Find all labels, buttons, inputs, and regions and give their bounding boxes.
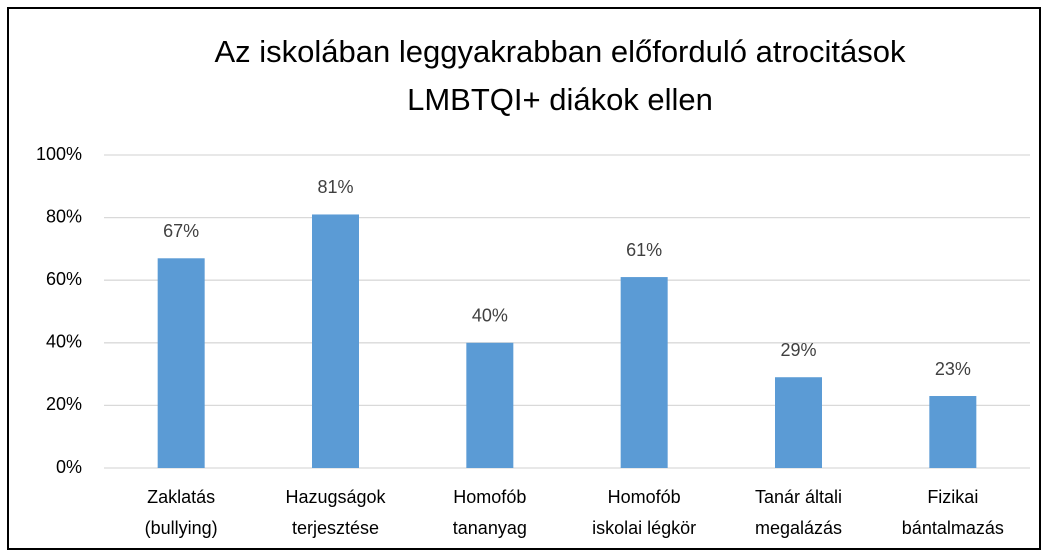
x-tick-label: Homofób tananyag bbox=[452, 487, 527, 538]
data-label: 61% bbox=[626, 240, 662, 260]
y-tick-label: 20% bbox=[46, 394, 82, 414]
data-label: 81% bbox=[317, 177, 353, 197]
x-tick-label: Zaklatás (bullying) bbox=[144, 487, 218, 538]
y-tick-label: 0% bbox=[56, 457, 82, 477]
x-tick-label: Hazugságok terjesztése bbox=[285, 487, 386, 538]
bar bbox=[620, 277, 668, 468]
data-label: 29% bbox=[780, 340, 816, 360]
chart-border bbox=[7, 7, 1041, 550]
x-tick-label: Homofób iskolai légkör bbox=[592, 487, 697, 538]
bar bbox=[775, 377, 822, 468]
y-tick-label: 80% bbox=[46, 206, 82, 226]
y-tick-label: 60% bbox=[46, 269, 82, 289]
bar bbox=[312, 214, 359, 468]
y-tick-label: 40% bbox=[46, 332, 82, 352]
x-tick-label: Tanár általi megalázás bbox=[754, 487, 843, 538]
chart-title: Az iskolában leggyakrabban előforduló at… bbox=[214, 34, 906, 117]
data-label: 40% bbox=[472, 306, 508, 326]
y-tick-label: 100% bbox=[36, 144, 82, 164]
bar bbox=[929, 396, 977, 468]
data-label: 23% bbox=[935, 359, 971, 379]
bar bbox=[157, 258, 205, 468]
x-tick-label: Fizikai bántalmazás bbox=[901, 487, 1004, 538]
data-label: 67% bbox=[163, 221, 199, 241]
bar bbox=[466, 342, 514, 468]
